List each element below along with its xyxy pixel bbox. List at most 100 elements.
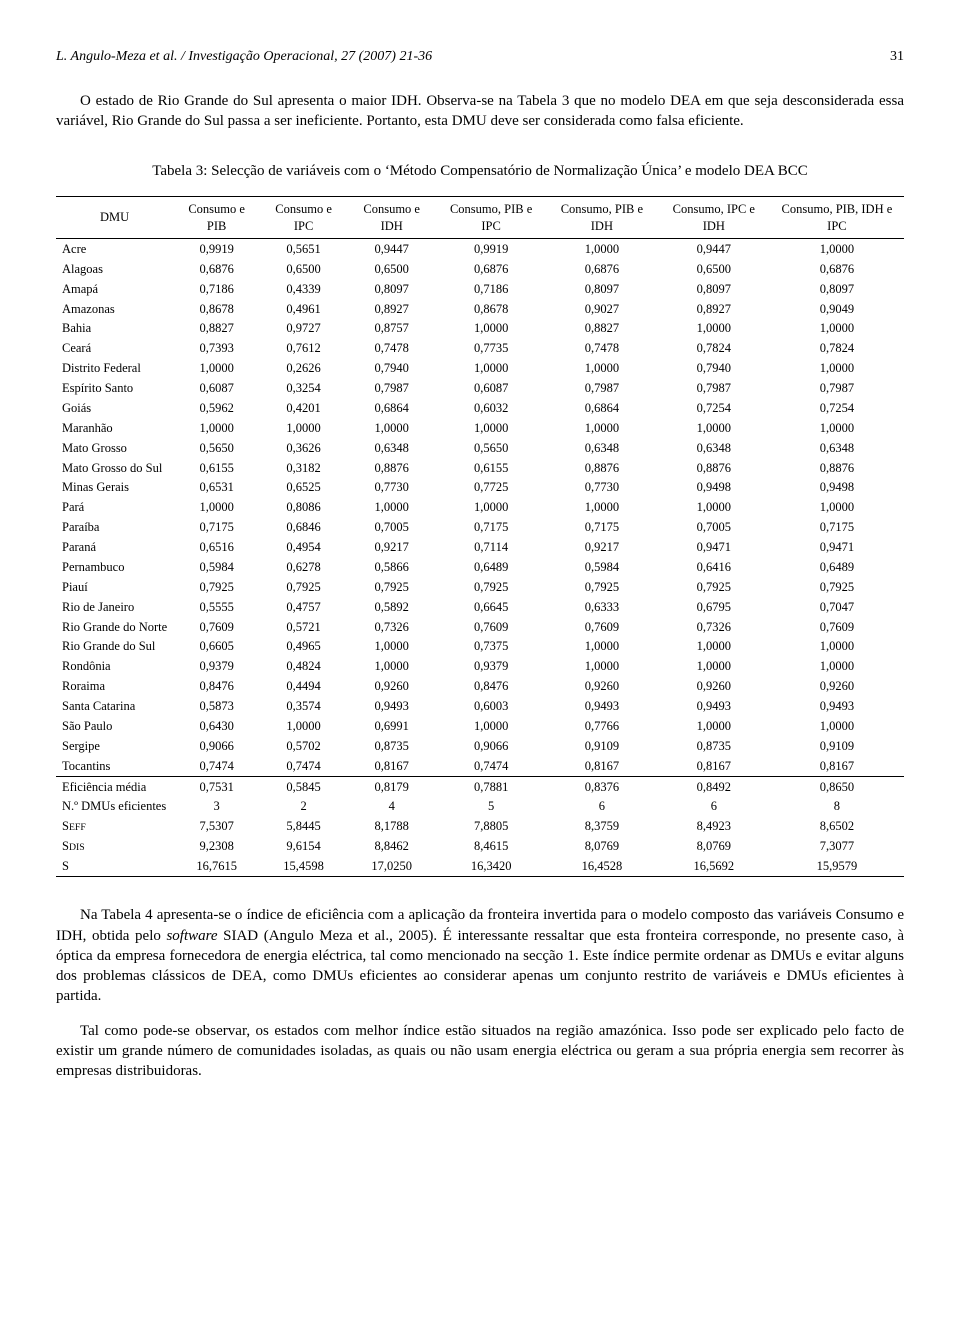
col-header: Consumo e IPC [260, 196, 347, 239]
cell-value: 0,5845 [260, 777, 347, 797]
cell-value: 0,8476 [436, 677, 546, 697]
cell-value: 8,4923 [658, 817, 770, 837]
cell-value: 0,7375 [436, 637, 546, 657]
cell-value: 1,0000 [546, 359, 658, 379]
cell-value: 0,9217 [546, 538, 658, 558]
cell-value: 0,6416 [658, 557, 770, 577]
cell-value: 0,5892 [347, 597, 436, 617]
cell-value: 0,6489 [770, 557, 904, 577]
row-label: Rio de Janeiro [56, 597, 173, 617]
cell-value: 0,7393 [173, 339, 260, 359]
cell-value: 0,6500 [347, 259, 436, 279]
row-label: Roraima [56, 677, 173, 697]
row-label: Espírito Santo [56, 379, 173, 399]
cell-value: 0,8876 [770, 458, 904, 478]
cell-value: 0,6500 [260, 259, 347, 279]
cell-value: 0,9493 [658, 697, 770, 717]
cell-value: 15,4598 [260, 857, 347, 877]
cell-value: 0,6876 [770, 259, 904, 279]
cell-value: 6 [658, 797, 770, 817]
table-row: Paraíba0,71750,68460,70050,71750,71750,7… [56, 518, 904, 538]
cell-value: 0,6278 [260, 557, 347, 577]
cell-value: 0,8097 [658, 279, 770, 299]
cell-value: 0,7612 [260, 339, 347, 359]
cell-value: 8,3759 [546, 817, 658, 837]
cell-value: 0,3182 [260, 458, 347, 478]
cell-value: 0,7940 [347, 359, 436, 379]
table-row: São Paulo0,64301,00000,69911,00000,77661… [56, 716, 904, 736]
table-row: Sergipe0,90660,57020,87350,90660,91090,8… [56, 736, 904, 756]
row-label: Sergipe [56, 736, 173, 756]
cell-value: 0,6516 [173, 538, 260, 558]
table-row: Distrito Federal1,00000,26260,79401,0000… [56, 359, 904, 379]
cell-value: 0,6605 [173, 637, 260, 657]
table-row: Rio de Janeiro0,55550,47570,58920,66450,… [56, 597, 904, 617]
cell-value: 0,7175 [173, 518, 260, 538]
row-label: Goiás [56, 398, 173, 418]
cell-value: 0,9919 [173, 239, 260, 259]
cell-value: 0,8876 [658, 458, 770, 478]
paragraph-1: O estado de Rio Grande do Sul apresenta … [56, 91, 904, 132]
cell-value: 8,6502 [770, 817, 904, 837]
data-table: DMU Consumo e PIB Consumo e IPC Consumo … [56, 196, 904, 878]
cell-value: 0,8097 [347, 279, 436, 299]
cell-value: 0,9109 [770, 736, 904, 756]
cell-value: 0,6348 [658, 438, 770, 458]
cell-value: 0,8167 [658, 756, 770, 776]
table-summary-row: Eficiência média0,75310,58450,81790,7881… [56, 777, 904, 797]
cell-value: 0,8097 [546, 279, 658, 299]
cell-value: 1,0000 [173, 418, 260, 438]
cell-value: 0,7326 [658, 617, 770, 637]
cell-value: 8 [770, 797, 904, 817]
cell-value: 0,7925 [173, 577, 260, 597]
row-label: Paraná [56, 538, 173, 558]
col-header: Consumo, PIB e IPC [436, 196, 546, 239]
cell-value: 0,8097 [770, 279, 904, 299]
cell-value: 16,7615 [173, 857, 260, 877]
cell-value: 0,4339 [260, 279, 347, 299]
cell-value: 0,9471 [658, 538, 770, 558]
cell-value: 0,8678 [173, 299, 260, 319]
table-header-row: DMU Consumo e PIB Consumo e IPC Consumo … [56, 196, 904, 239]
cell-value: 16,5692 [658, 857, 770, 877]
cell-value: 0,6864 [546, 398, 658, 418]
row-label: Pará [56, 498, 173, 518]
cell-value: 0,9471 [770, 538, 904, 558]
table-row: Pernambuco0,59840,62780,58660,64890,5984… [56, 557, 904, 577]
cell-value: 0,6333 [546, 597, 658, 617]
cell-value: 0,6645 [436, 597, 546, 617]
cell-value: 0,6991 [347, 716, 436, 736]
cell-value: 1,0000 [347, 418, 436, 438]
cell-value: 0,9498 [770, 478, 904, 498]
running-title: L. Angulo-Meza et al. / Investigação Ope… [56, 49, 432, 64]
table-row: Bahia0,88270,97270,87571,00000,88271,000… [56, 319, 904, 339]
cell-value: 0,2626 [260, 359, 347, 379]
cell-value: 0,7175 [546, 518, 658, 538]
row-label: N.º DMUs eficientes [56, 797, 173, 817]
cell-value: 0,9260 [546, 677, 658, 697]
cell-value: 0,9493 [770, 697, 904, 717]
cell-value: 0,9066 [173, 736, 260, 756]
cell-value: 9,6154 [260, 837, 347, 857]
row-label: São Paulo [56, 716, 173, 736]
cell-value: 0,7925 [658, 577, 770, 597]
cell-value: 0,8376 [546, 777, 658, 797]
cell-value: 0,6348 [546, 438, 658, 458]
cell-value: 1,0000 [770, 716, 904, 736]
cell-value: 0,6003 [436, 697, 546, 717]
cell-value: 0,7925 [436, 577, 546, 597]
cell-value: 1,0000 [770, 418, 904, 438]
row-label: Tocantins [56, 756, 173, 776]
col-header: Consumo e IDH [347, 196, 436, 239]
cell-value: 0,3626 [260, 438, 347, 458]
cell-value: 0,7474 [173, 756, 260, 776]
cell-value: 0,9379 [436, 657, 546, 677]
cell-value: 0,7474 [436, 756, 546, 776]
cell-value: 0,9109 [546, 736, 658, 756]
cell-value: 15,9579 [770, 857, 904, 877]
row-label: Rondônia [56, 657, 173, 677]
cell-value: 1,0000 [546, 657, 658, 677]
cell-value: 7,3077 [770, 837, 904, 857]
table-summary-row: SDIS9,23089,61548,84628,46158,07698,0769… [56, 837, 904, 857]
cell-value: 0,7925 [260, 577, 347, 597]
